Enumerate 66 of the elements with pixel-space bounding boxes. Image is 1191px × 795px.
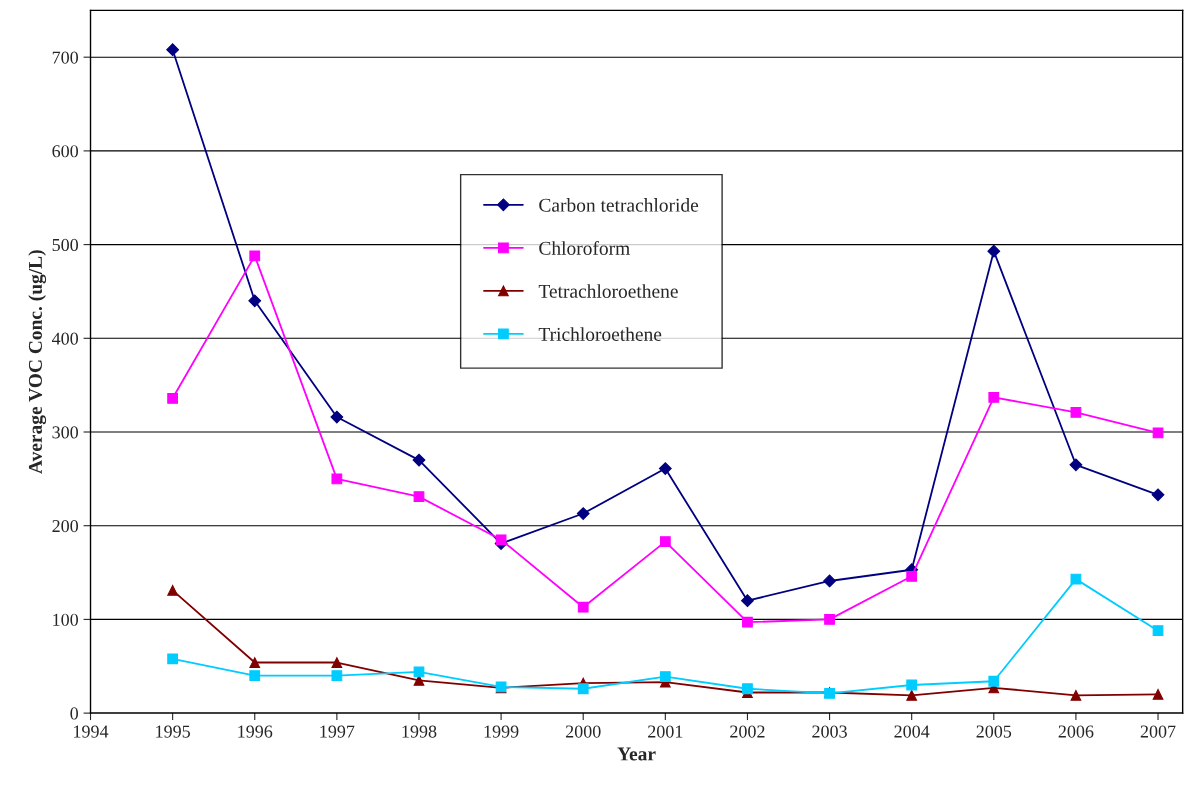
point: [659, 671, 671, 682]
point: [658, 462, 672, 475]
point: [576, 507, 590, 520]
point: [906, 689, 918, 701]
y-tick-label: 200: [52, 519, 79, 533]
point: [166, 43, 180, 57]
x-tick-label: 2005: [976, 725, 1012, 738]
point: [412, 453, 426, 467]
point: [167, 584, 179, 596]
point: [1152, 625, 1164, 637]
x-tick-label: 2000: [565, 725, 601, 738]
point: [495, 534, 507, 546]
y-tick-label: 700: [52, 51, 79, 64]
point: [988, 391, 1000, 403]
x-tick-label: 2004: [894, 725, 930, 738]
y-tick-label: 300: [52, 426, 79, 439]
point: [167, 653, 179, 665]
y-axis-title: Average VOC Conc. (ug/L): [28, 250, 47, 474]
x-tick-label: 1996: [238, 725, 273, 738]
point: [906, 679, 918, 691]
point: [824, 614, 835, 625]
x-tick-label: 1994: [74, 725, 109, 738]
x-tick-label: 2002: [730, 725, 765, 738]
point: [331, 657, 343, 668]
point: [249, 670, 261, 682]
point: [742, 616, 753, 628]
point: [1069, 458, 1083, 472]
x-tick-label: 1995: [156, 725, 190, 738]
point: [413, 491, 425, 503]
legend-label: Trichloroethene: [538, 327, 662, 341]
y-tick-label: 600: [52, 145, 79, 158]
x-tick-label: 2007: [1140, 725, 1176, 738]
x-tick-label: 2001: [648, 725, 683, 738]
point: [741, 594, 754, 608]
point: [331, 473, 343, 485]
point: [249, 250, 261, 262]
y-tick-label: 100: [53, 613, 79, 626]
point: [248, 294, 262, 308]
point: [823, 574, 836, 588]
point: [1070, 573, 1082, 585]
point: [987, 244, 1001, 258]
point: [331, 670, 343, 682]
x-axis-title: Year: [617, 747, 656, 761]
y-tick-label: 500: [52, 238, 79, 252]
point: [1070, 689, 1082, 701]
legend-label: Chloroform: [539, 240, 630, 255]
x-tick-label: 1997: [320, 725, 355, 738]
x-tick-label: 1999: [484, 725, 519, 738]
x-tick-label: 2006: [1058, 725, 1094, 738]
point: [577, 683, 589, 695]
x-tick-label: 2003: [812, 725, 847, 738]
point: [988, 675, 1000, 687]
x-tick-label: 1998: [402, 725, 437, 738]
point: [906, 570, 918, 582]
point: [330, 410, 344, 424]
point: [1070, 406, 1082, 418]
point: [1152, 688, 1164, 700]
point: [167, 392, 179, 404]
point: [577, 601, 589, 613]
point: [249, 657, 261, 668]
point: [659, 536, 671, 548]
legend-label: Carbon tetrachloride: [539, 198, 699, 212]
y-tick-label: 0: [70, 707, 79, 720]
point: [1151, 488, 1165, 502]
y-tick-label: 400: [51, 332, 79, 345]
legend-label: Tetrachloroethene: [538, 284, 678, 298]
